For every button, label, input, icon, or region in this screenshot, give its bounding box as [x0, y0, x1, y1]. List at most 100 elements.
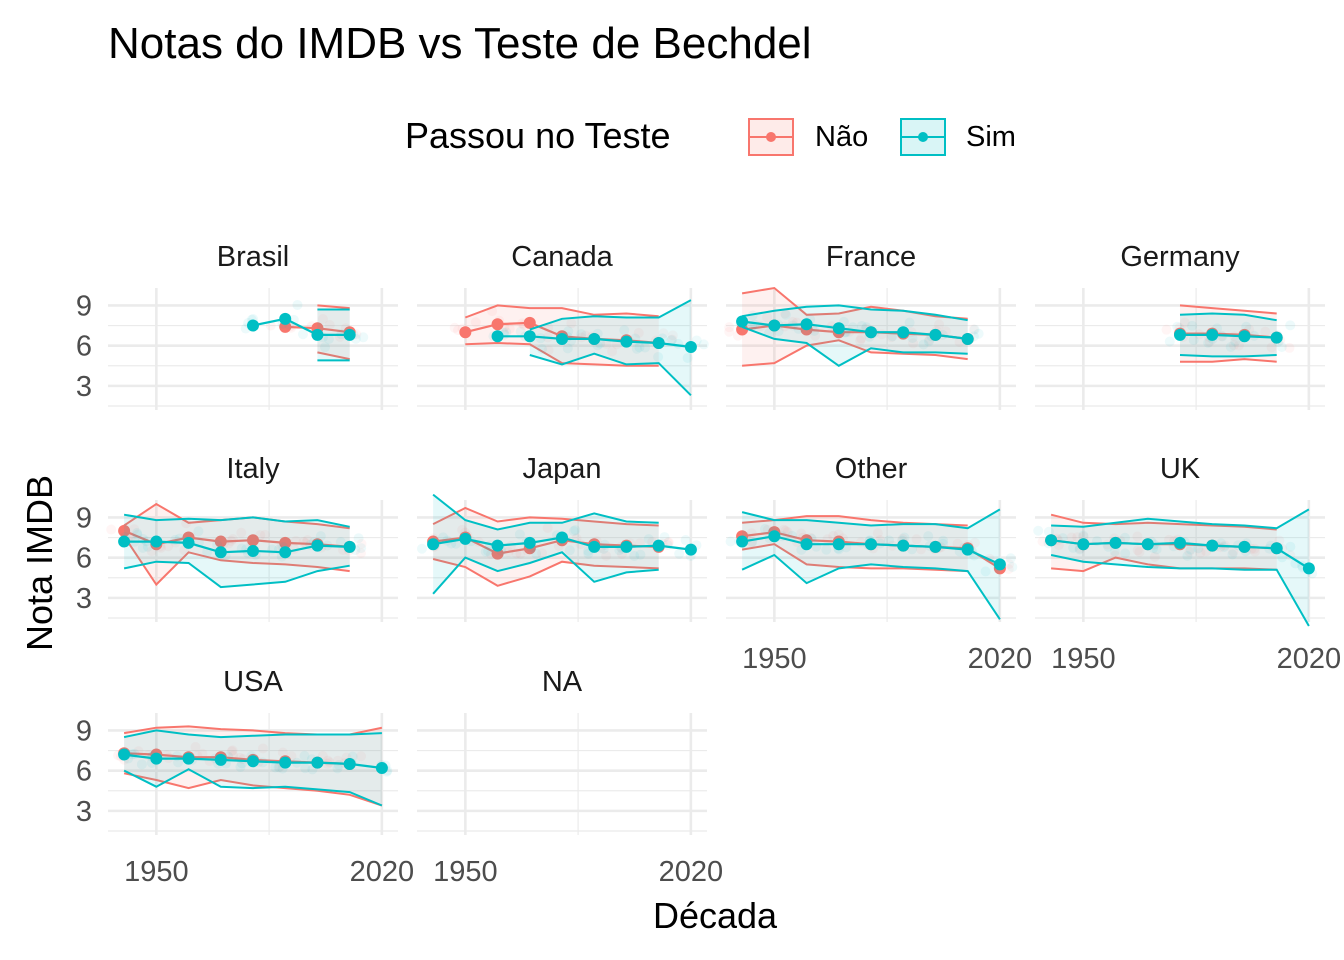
jitter-point [1195, 547, 1206, 558]
jitter-point [1276, 341, 1287, 352]
series-sim-point[interactable] [375, 761, 388, 774]
series-sim-point[interactable] [311, 539, 324, 552]
series-sim-point[interactable] [620, 540, 633, 553]
jitter-point [536, 344, 547, 355]
series-nao-point[interactable] [214, 535, 227, 548]
series-nao-point[interactable] [491, 318, 504, 331]
series-sim-point[interactable] [652, 336, 665, 349]
series-sim-upper-bound [123, 729, 382, 739]
jitter-point [324, 319, 335, 330]
series-sim-point[interactable] [343, 328, 356, 341]
series-nao-point[interactable] [459, 326, 472, 339]
series-sim-point[interactable] [491, 330, 504, 343]
jitter-point [163, 541, 174, 552]
series-nao-point[interactable] [247, 534, 259, 547]
series-sim-point[interactable] [929, 328, 942, 341]
series-sim-point[interactable] [1238, 330, 1251, 343]
jitter-point [1233, 340, 1244, 351]
series-sim-point[interactable] [736, 315, 749, 328]
series-sim-point[interactable] [279, 312, 292, 325]
series-sim-point[interactable] [897, 326, 910, 339]
series-sim-point[interactable] [523, 536, 536, 549]
series-sim-point[interactable] [865, 538, 877, 551]
legend: Passou no Teste Não Sim [405, 115, 1016, 156]
jitter-point [856, 320, 867, 331]
series-sim-ribbon [742, 305, 968, 366]
jitter-point [562, 343, 573, 354]
series-sim-point[interactable] [343, 757, 356, 770]
series-sim-point[interactable] [588, 540, 601, 553]
series-sim-point[interactable] [427, 538, 440, 551]
legend-key-nao[interactable] [748, 118, 794, 156]
legend-point [766, 132, 776, 142]
facet-label-canada: Canada [511, 241, 613, 273]
series-sim-point[interactable] [150, 535, 163, 548]
series-sim-point[interactable] [182, 752, 195, 765]
series-sim-point[interactable] [556, 332, 568, 345]
series-nao-point[interactable] [523, 316, 536, 329]
series-sim-point[interactable] [1045, 534, 1058, 547]
series-sim-point[interactable] [1174, 328, 1186, 341]
series-sim-point[interactable] [865, 326, 877, 339]
series-sim-point[interactable] [491, 539, 504, 552]
series-sim-point[interactable] [343, 540, 356, 553]
series-sim-point[interactable] [736, 535, 749, 548]
series-sim-point[interactable] [620, 335, 633, 348]
jitter-point [619, 325, 630, 336]
series-sim-point[interactable] [652, 539, 665, 552]
jitter-point [1188, 335, 1199, 346]
series-sim-point[interactable] [768, 319, 781, 332]
series-sim-point[interactable] [279, 756, 292, 769]
jitter-point [1285, 541, 1296, 552]
series-sim-point[interactable] [1270, 542, 1283, 555]
series-sim-point[interactable] [1109, 536, 1122, 549]
series-sim-point[interactable] [118, 748, 131, 761]
jitter-point [1003, 564, 1014, 575]
series-sim-point[interactable] [247, 755, 259, 768]
series-sim-point[interactable] [684, 340, 697, 353]
series-sim-point[interactable] [1174, 536, 1186, 549]
series-sim-point[interactable] [311, 328, 324, 341]
series-sim-point[interactable] [247, 544, 259, 557]
series-sim-point[interactable] [800, 538, 813, 551]
series-sim-point[interactable] [1077, 538, 1090, 551]
series-sim-point[interactable] [1270, 331, 1283, 344]
series-sim-lower-bound [1050, 554, 1310, 627]
series-sim-point[interactable] [800, 318, 813, 331]
jitter-point [1184, 546, 1195, 557]
series-sim-point[interactable] [961, 332, 974, 345]
jitter-point [698, 339, 709, 350]
series-nao-point[interactable] [279, 536, 292, 549]
jitter-point [173, 757, 184, 768]
series-sim-point[interactable] [768, 530, 781, 543]
series-sim-point[interactable] [1238, 540, 1251, 553]
series-sim-point[interactable] [214, 753, 227, 766]
series-sim-point[interactable] [311, 756, 324, 769]
series-sim-point[interactable] [961, 543, 974, 556]
series-sim-lower-bound [432, 551, 659, 595]
series-sim-point[interactable] [993, 558, 1006, 571]
series-sim-point[interactable] [832, 322, 845, 335]
series-sim-point[interactable] [118, 535, 131, 548]
series-sim-point[interactable] [150, 752, 163, 765]
series-sim-point[interactable] [588, 332, 601, 345]
series-sim-point[interactable] [929, 540, 942, 553]
facet-label-na: NA [542, 666, 583, 698]
series-sim-point[interactable] [247, 319, 259, 332]
series-sim-point[interactable] [897, 539, 910, 552]
series-sim-point[interactable] [832, 538, 845, 551]
series-sim-point[interactable] [1206, 539, 1219, 552]
series-sim-point[interactable] [684, 543, 697, 556]
series-sim-point[interactable] [1206, 328, 1219, 341]
legend-key-sim[interactable] [900, 118, 946, 156]
series-nao-point[interactable] [118, 524, 131, 537]
series-sim-point[interactable] [214, 546, 227, 559]
series-sim-point[interactable] [556, 531, 568, 544]
series-sim-point[interactable] [523, 330, 536, 343]
series-sim-point[interactable] [459, 532, 472, 545]
series-sim-point[interactable] [1141, 538, 1154, 551]
series-sim-point[interactable] [182, 536, 195, 549]
series-sim-point[interactable] [279, 546, 292, 559]
series-sim-point[interactable] [1302, 562, 1315, 575]
jitter-point [137, 542, 148, 553]
